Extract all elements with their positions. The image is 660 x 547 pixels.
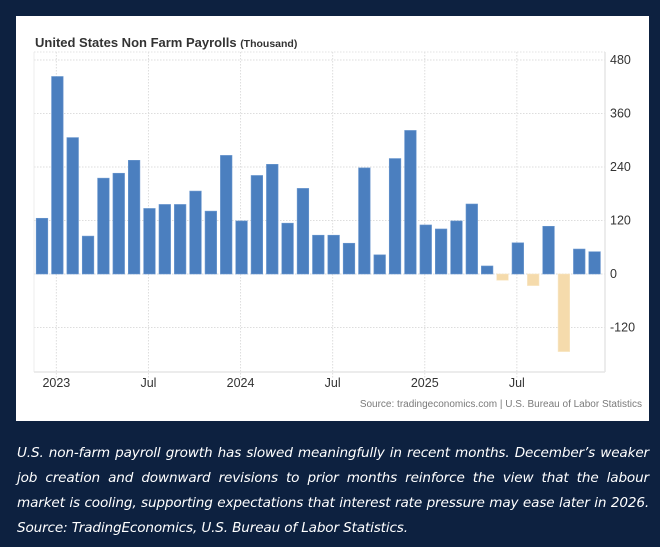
- bar: [281, 222, 294, 275]
- bar: [204, 210, 217, 275]
- bar: [573, 248, 586, 275]
- x-tick-label: 2024: [227, 376, 255, 390]
- bar: [266, 164, 279, 275]
- bar: [174, 204, 187, 275]
- bar: [388, 158, 402, 275]
- bar: [66, 137, 79, 275]
- bar: [250, 175, 264, 275]
- x-axis-ticks: 2023 Jul 2024 Jul 2025 Jul: [42, 376, 524, 390]
- bar: [404, 130, 417, 275]
- bar: [557, 273, 570, 352]
- bar: [542, 225, 555, 275]
- chart-title: United States Non Farm Payrolls (Thousan…: [35, 35, 297, 50]
- y-tick-label: 240: [610, 160, 631, 174]
- axes: [33, 52, 606, 373]
- y-tick-label: -120: [610, 321, 635, 335]
- bar: [143, 208, 156, 275]
- bar: [189, 190, 202, 275]
- bar: [296, 188, 310, 275]
- x-tick-label: 2023: [42, 376, 70, 390]
- chart-title-text: United States Non Farm Payrolls: [35, 35, 237, 50]
- bar: [312, 234, 325, 275]
- bar: [358, 167, 371, 275]
- x-tick-label: 2025: [411, 376, 439, 390]
- bar: [588, 251, 601, 275]
- bar: [220, 155, 233, 275]
- bar: [481, 265, 494, 275]
- x-tick-label: Jul: [140, 376, 156, 390]
- source-note: Source: tradingeconomics.com | U.S. Bure…: [359, 399, 642, 410]
- bar: [128, 160, 141, 275]
- y-tick-label: 480: [610, 53, 631, 67]
- bar: [158, 204, 171, 275]
- x-tick-label: Jul: [325, 376, 341, 390]
- bar: [112, 172, 125, 275]
- bar: [35, 217, 49, 275]
- bar: [327, 234, 340, 275]
- chart-unit: (Thousand): [240, 38, 298, 50]
- y-tick-label: 0: [610, 267, 617, 281]
- y-tick-label: 360: [610, 107, 631, 121]
- bar: [342, 242, 356, 275]
- bar: [511, 242, 524, 275]
- bar: [51, 76, 64, 275]
- y-axis-ticks: 480 360 240 120 0 -120: [610, 53, 635, 335]
- bar: [373, 254, 386, 275]
- x-tick-label: Jul: [509, 376, 525, 390]
- chart-panel: United States Non Farm Payrolls (Thousan…: [16, 16, 649, 421]
- bar: [81, 235, 95, 275]
- bar: [496, 273, 509, 281]
- bar: [97, 177, 110, 275]
- bar: [434, 228, 448, 275]
- bars: [35, 76, 601, 352]
- bar: [450, 220, 463, 275]
- bar: [465, 203, 478, 275]
- caption: U.S. non-farm payroll growth has slowed …: [17, 445, 649, 536]
- bar-chart: 480 360 240 120 0 -120 2023 Jul 2024 Jul 2025 Jul: [33, 51, 635, 390]
- bar: [419, 224, 432, 275]
- y-tick-label: 120: [610, 214, 631, 228]
- bar: [235, 220, 248, 275]
- bar: [527, 273, 540, 286]
